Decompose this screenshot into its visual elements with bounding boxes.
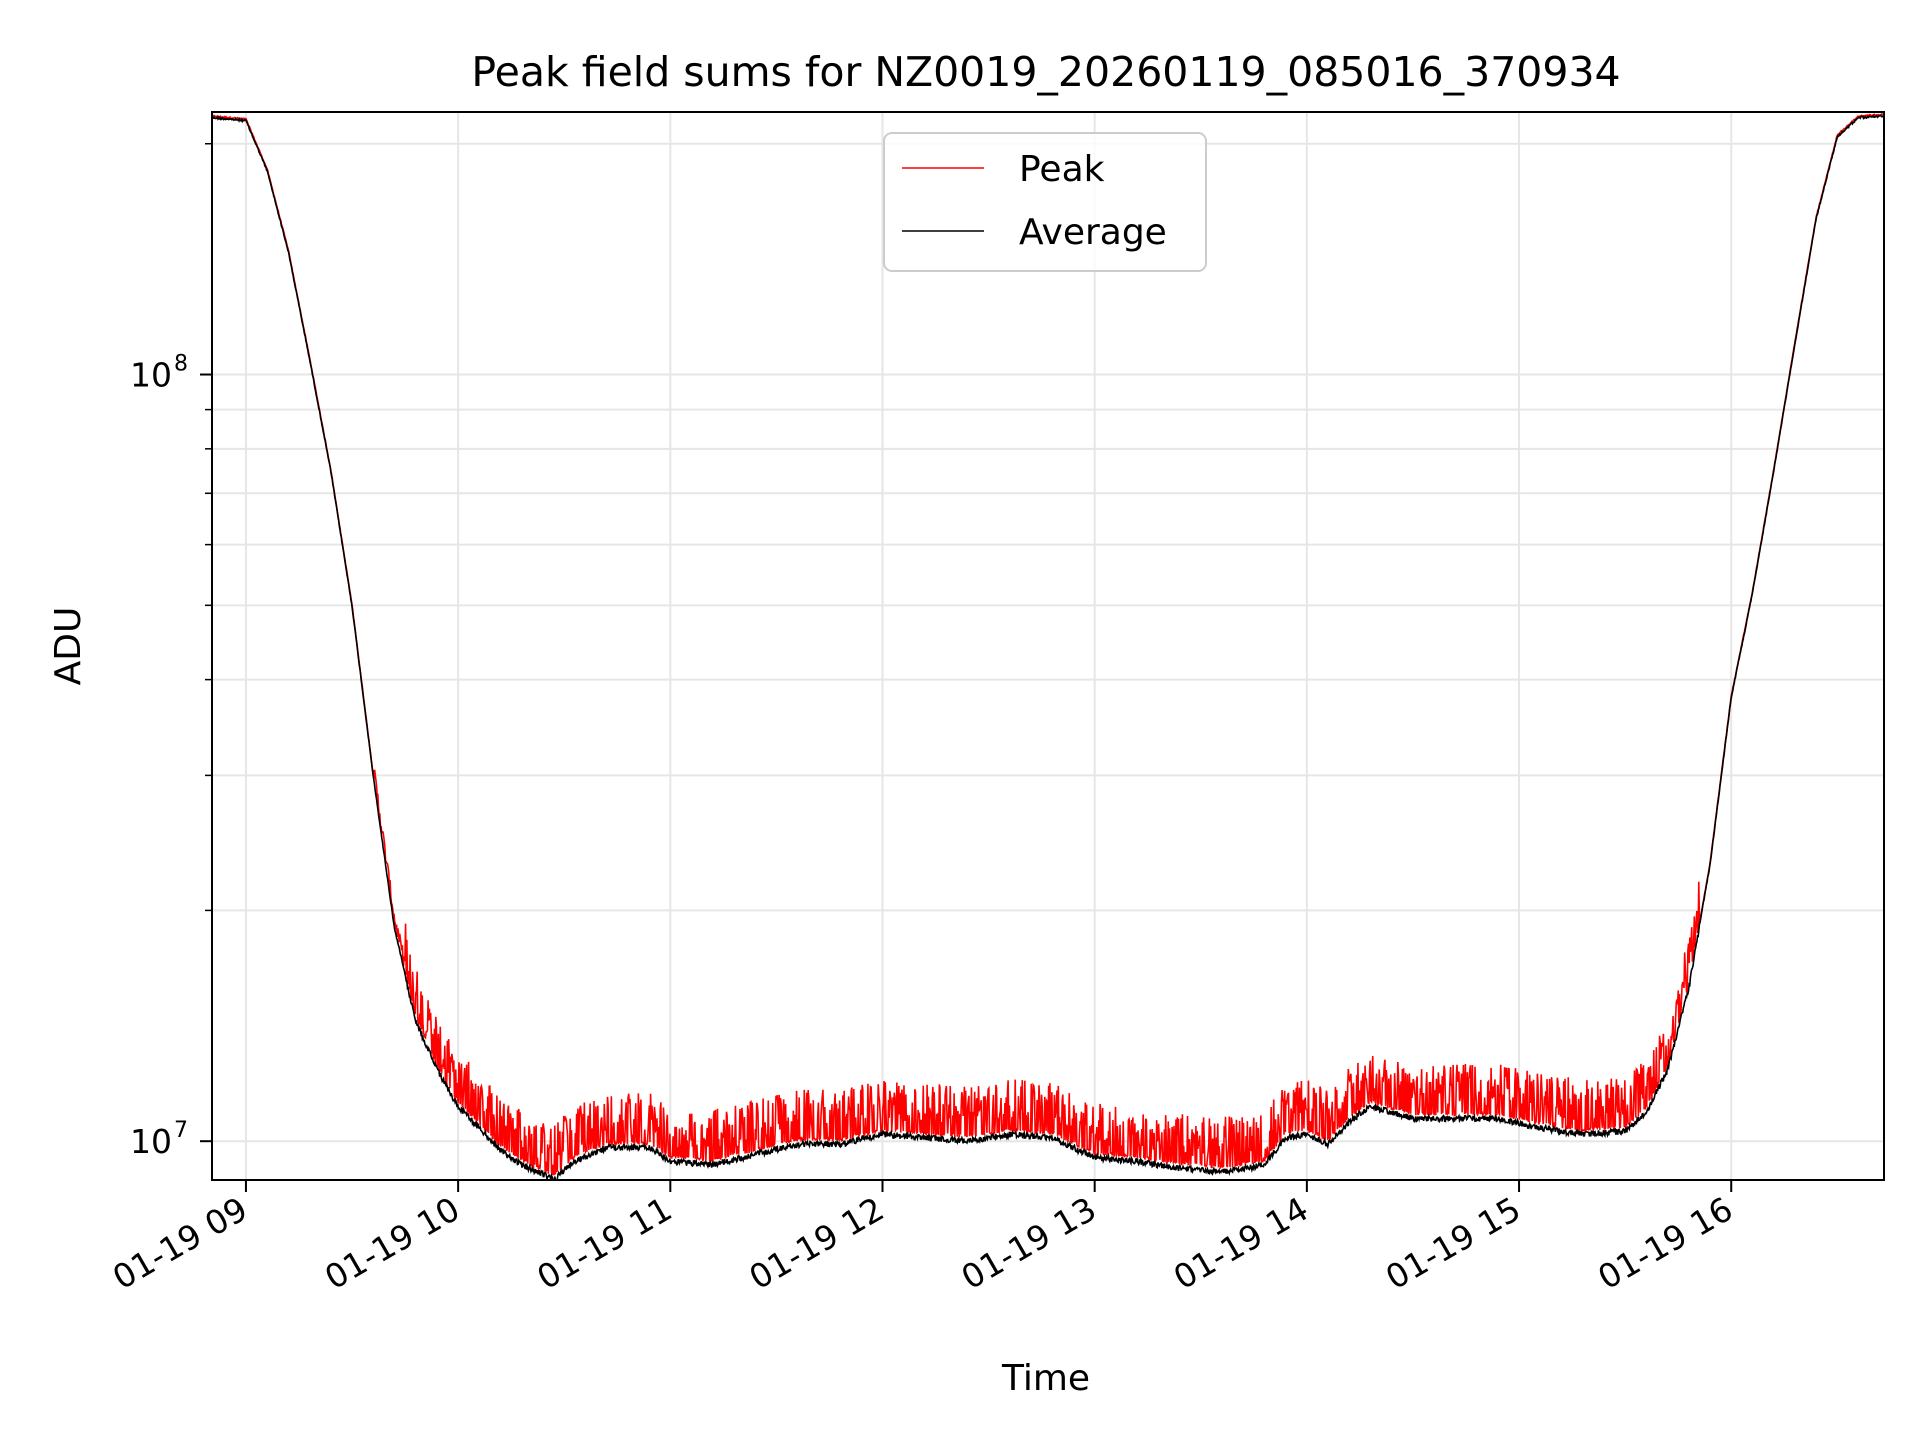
y-tick-label: 10 <box>130 356 172 395</box>
y-tick-exponent: 7 <box>174 1118 188 1143</box>
series-line-average <box>211 114 1885 1182</box>
y-tick-label: 10 <box>130 1122 172 1161</box>
series-line-peak <box>211 112 1885 1176</box>
series-layer <box>211 112 1885 1182</box>
legend: Peak Average <box>883 132 1207 272</box>
plot-frame <box>211 111 1885 1181</box>
x-axis-label: Time <box>1001 1358 1090 1399</box>
legend-label-average: Average <box>1019 212 1167 253</box>
legend-label-peak: Peak <box>1019 149 1105 190</box>
y-axis-label: ADU <box>48 607 89 686</box>
y-tick-exponent: 8 <box>174 352 188 377</box>
chart-title: Peak field sums for NZ0019_20260119_0850… <box>471 48 1620 96</box>
